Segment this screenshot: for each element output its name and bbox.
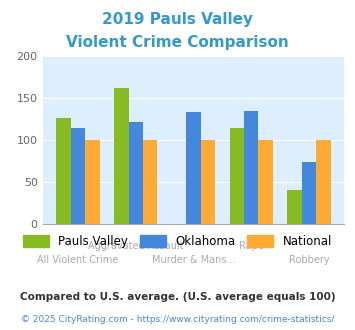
Bar	[143, 140, 157, 224]
Bar	[244, 111, 258, 224]
Text: All Violent Crime: All Violent Crime	[37, 255, 119, 265]
Bar	[56, 117, 71, 224]
Bar	[316, 140, 331, 224]
Text: 2019 Pauls Valley: 2019 Pauls Valley	[102, 12, 253, 26]
Text: Violent Crime Comparison: Violent Crime Comparison	[66, 35, 289, 50]
Text: Aggravated Assault: Aggravated Assault	[88, 241, 184, 251]
Bar	[71, 128, 85, 224]
Bar	[186, 113, 201, 224]
Bar	[85, 140, 100, 224]
Bar	[287, 190, 302, 224]
Legend: Pauls Valley, Oklahoma, National: Pauls Valley, Oklahoma, National	[18, 231, 337, 253]
Bar	[230, 128, 244, 224]
Bar	[114, 88, 129, 224]
Text: © 2025 CityRating.com - https://www.cityrating.com/crime-statistics/: © 2025 CityRating.com - https://www.city…	[21, 315, 334, 324]
Text: Rape: Rape	[239, 241, 264, 251]
Text: Murder & Mans...: Murder & Mans...	[152, 255, 235, 265]
Text: Compared to U.S. average. (U.S. average equals 100): Compared to U.S. average. (U.S. average …	[20, 292, 335, 302]
Bar	[129, 122, 143, 224]
Text: Robbery: Robbery	[289, 255, 329, 265]
Bar	[201, 140, 215, 224]
Bar	[302, 162, 316, 224]
Bar	[258, 140, 273, 224]
